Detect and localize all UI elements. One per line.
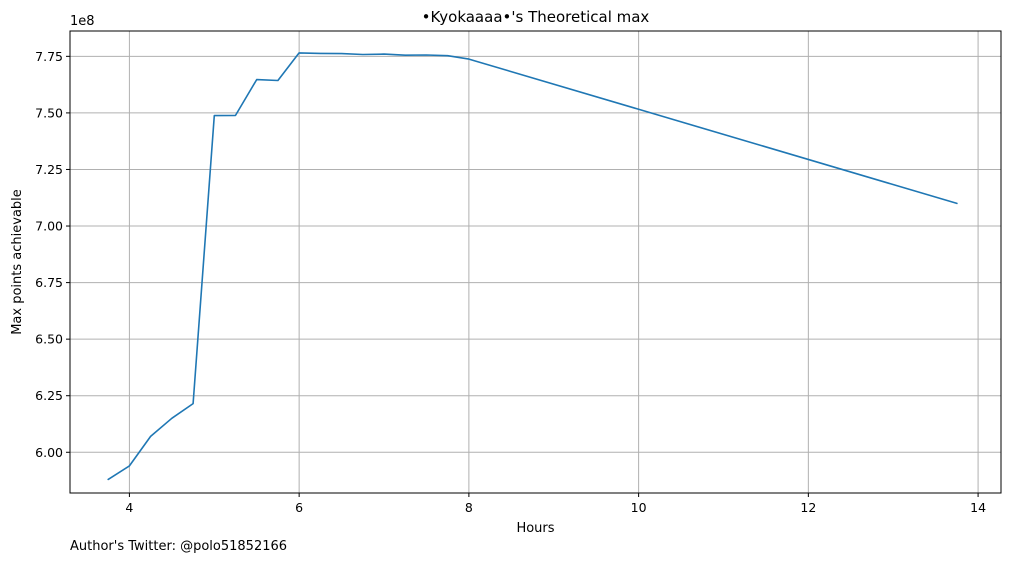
x-axis-label: Hours bbox=[516, 521, 554, 536]
y-axis-ticks: 6.00 6.25 6.50 6.75 7.00 7.25 7.50 7.75 bbox=[35, 49, 70, 460]
chart-title: •Kyokaaaa•'s Theoretical max bbox=[422, 8, 650, 26]
x-tick-label: 4 bbox=[125, 500, 133, 515]
y-tick-label: 7.75 bbox=[35, 49, 63, 64]
y-tick-label: 7.00 bbox=[35, 219, 63, 234]
author-note: Author's Twitter: @polo51852166 bbox=[70, 539, 287, 554]
y-tick-label: 7.50 bbox=[35, 105, 63, 120]
grid-lines bbox=[70, 31, 1001, 493]
x-tick-label: 8 bbox=[465, 500, 473, 515]
x-tick-label: 14 bbox=[970, 500, 986, 515]
x-tick-label: 6 bbox=[295, 500, 303, 515]
y-scale-offset-label: 1e8 bbox=[70, 14, 95, 29]
x-axis-ticks: 4 6 8 10 12 14 bbox=[125, 493, 986, 515]
x-tick-label: 12 bbox=[800, 500, 816, 515]
y-tick-label: 7.25 bbox=[35, 162, 63, 177]
y-tick-label: 6.50 bbox=[35, 332, 63, 347]
series-layer bbox=[107, 52, 958, 481]
y-tick-label: 6.75 bbox=[35, 275, 63, 290]
y-axis-label: Max points achievable bbox=[10, 189, 25, 335]
plot-frame bbox=[69, 30, 1002, 494]
x-tick-label: 10 bbox=[631, 500, 647, 515]
y-tick-label: 6.25 bbox=[35, 388, 63, 403]
y-tick-label: 6.00 bbox=[35, 445, 63, 460]
